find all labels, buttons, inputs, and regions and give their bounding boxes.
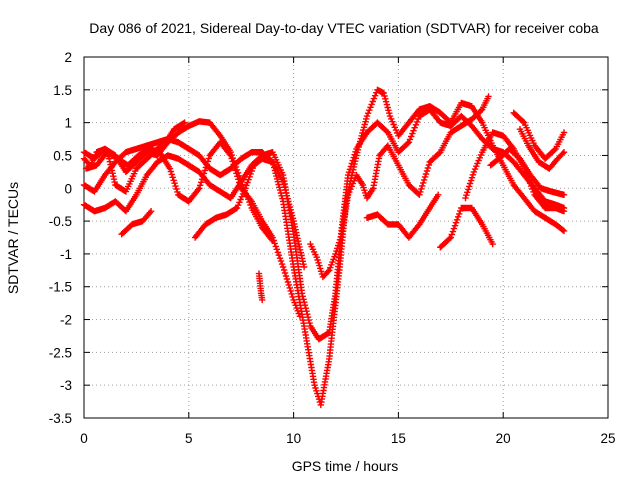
point-markers [516,126,568,172]
series-arc-14 [510,109,568,162]
point-markers [80,119,188,195]
x-tick-label: 20 [496,431,511,446]
y-axis-label: SDTVAR / TECUs [5,182,21,294]
y-tick-label: -1 [60,247,72,262]
y-tick-label: 0 [64,181,72,196]
chart-title: Day 086 of 2021, Sidereal Day-to-day VTE… [89,20,599,36]
y-tick-label: 0.5 [53,148,72,163]
x-tick-label: 15 [391,431,406,446]
series-arc-7 [191,155,308,271]
point-markers [487,145,568,198]
series-arc-10 [363,191,442,241]
axis-ticks: 0 5 10 15 20 25 -3.5 -3 -2.5 -2 -1.5 -1 -0.5 0 0.5 1 1.5… [49,50,616,446]
y-tick-label: -2 [60,313,72,328]
x-tick-label: 10 [286,431,301,446]
x-tick-label: 5 [185,431,193,446]
y-tick-label: -2.5 [49,345,72,360]
series-arc-6 [118,208,155,238]
plot-border [83,56,609,419]
series-arc-11 [437,204,496,251]
series-arc-2 [80,119,188,195]
x-axis-label: GPS time / hours [292,458,399,474]
point-markers [191,155,308,271]
y-tick-label: -0.5 [49,214,72,229]
y-tick-label: 1.5 [53,83,72,98]
series-arc-15 [516,126,568,172]
point-markers [307,93,492,281]
y-tick-label: -1.5 [49,280,72,295]
data-points [80,86,568,409]
y-tick-label: 1 [64,116,72,131]
y-tick-label: -3.5 [49,411,72,426]
point-markers [510,109,568,162]
y-tick-label: -3 [60,378,72,393]
series-arc-13 [487,145,568,198]
x-tick-label: 25 [600,431,615,446]
point-markers [363,191,442,241]
point-markers [118,208,155,238]
series-arc-5 [82,139,304,320]
point-markers [255,270,266,304]
series-arc-8 [255,270,266,304]
point-markers [437,204,496,251]
x-tick-label: 0 [80,431,88,446]
point-markers [82,139,304,320]
y-tick-label: 2 [64,50,72,65]
grid-lines [84,57,608,418]
series-arc-9 [307,93,492,281]
